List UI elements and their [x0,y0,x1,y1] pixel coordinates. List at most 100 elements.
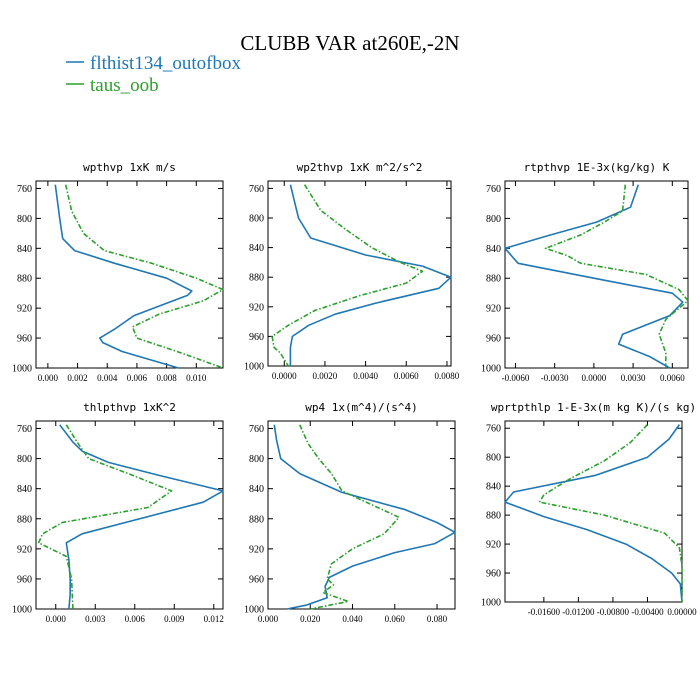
series-line-flthist [59,424,224,610]
panel-frame [504,420,683,603]
x-tick-label: 0.009 [164,614,185,624]
x-tick-label: 0.020 [300,614,321,624]
y-tick-label: 920 [486,540,501,551]
panel-frame [267,420,456,610]
series-line-taus [544,184,689,368]
figure-title: CLUBB VAR at260E,-2N [240,31,459,55]
x-tick-label: -0.0060 [502,373,530,383]
y-tick-label: 920 [486,304,501,315]
y-tick-label: 800 [249,214,264,225]
y-tick-label: 920 [17,544,32,555]
panel-title: wpthvp 1xK m/s [83,161,176,174]
series-line-flthist [504,184,684,369]
panel-title: rtpthvp 1E-3x(kg/kg) K [524,161,670,174]
x-tick-label: 0.00000 [667,607,697,617]
x-tick-label: 0.0060 [394,371,419,381]
y-tick-label: 760 [486,424,501,435]
y-tick-label: 960 [249,574,264,585]
y-tick-label: 800 [249,454,264,465]
panel-4: wp4 1x(m^4)/(s^4)76080084088092096010000… [244,401,456,624]
x-tick-label: 0.0060 [660,373,685,383]
panel-title: wprtpthlp 1-E-3x(m kg K)/(s kg) [491,401,696,414]
x-tick-label: 0.0000 [582,373,607,383]
x-tick-label: 0.006 [127,373,148,383]
x-tick-label: 0.0080 [435,371,460,381]
series-line-taus [64,184,224,369]
panel-1: wp2thvp 1xK m^2/s^2 760 800 840 880 920 960 100… [244,161,460,381]
series-line-flthist [273,424,456,610]
x-tick-label: -0.0030 [541,373,569,383]
series-line-taus [37,424,173,610]
series-line-taus [271,184,424,367]
y-tick-label: 960 [486,569,501,580]
panel-frame [267,180,452,367]
y-tick-label: 920 [249,302,264,313]
legend-label-flthist: flthist134_outofbox [90,53,241,74]
series-line-taus [298,424,400,610]
panel-2: rtpthvp 1E-3x(kg/kg) K 760 800 840 880 920 960… [481,161,689,383]
y-tick-label: 960 [17,334,32,345]
y-tick-label: 960 [17,574,32,585]
y-tick-label: 840 [249,484,264,495]
x-tick-label: 0.003 [85,614,106,624]
x-tick-label: 0.008 [156,373,177,383]
y-tick-label: 880 [249,514,264,525]
y-tick-label: 880 [17,274,32,285]
y-tick-label: 800 [486,214,501,225]
y-tick-label: 800 [17,214,32,225]
y-tick-label: 760 [17,184,32,195]
y-tick-label: 880 [17,514,32,525]
panel-frame [35,180,224,369]
x-tick-label: 0.010 [186,373,207,383]
y-tick-label: 920 [249,544,264,555]
figure-legend: flthist134_outofbox taus_oob [66,53,241,96]
x-tick-label: 0.0040 [353,371,378,381]
x-tick-label: -0.01600 [528,607,561,617]
y-tick-label: 840 [249,243,264,254]
y-tick-label: 1000 [12,605,32,616]
x-tick-label: -0.00400 [631,607,664,617]
y-tick-label: 840 [17,484,32,495]
y-tick-label: 880 [486,511,501,522]
y-tick-label: 760 [486,184,501,195]
x-tick-label: 0.000 [38,373,59,383]
panel-title: thlpthvp 1xK^2 [83,401,176,414]
y-tick-label: 840 [17,244,32,255]
x-tick-label: 0.0030 [621,373,646,383]
y-tick-label: 840 [486,482,501,493]
series-line-flthist [54,184,193,369]
panel-frame [504,180,689,369]
y-tick-label: 1000 [481,364,501,375]
panel-frame [35,420,224,610]
y-tick-label: 960 [249,332,264,343]
series-line-flthist [504,424,683,603]
y-tick-label: 1000 [481,598,501,609]
x-tick-label: 0.004 [97,373,118,383]
panel-title: wp4 1x(m^4)/(s^4) [305,401,418,414]
y-tick-label: 960 [486,334,501,345]
x-tick-label: 0.000 [46,614,67,624]
y-tick-label: 880 [486,274,501,285]
panel-title: wp2thvp 1xK m^2/s^2 [297,161,423,174]
x-tick-label: -0.00800 [597,607,630,617]
y-tick-label: 1000 [244,362,264,373]
panels-group: wpthvp 1xK m/s76080084088092096010000.00… [12,161,697,624]
panel-5: wprtpthlp 1-E-3x(m kg K)/(s kg) 760 800 840… [481,401,697,617]
x-tick-label: 0.012 [204,614,224,624]
y-tick-label: 760 [17,424,32,435]
y-tick-label: 920 [17,304,32,315]
y-tick-label: 1000 [244,605,264,616]
x-tick-label: 0.006 [125,614,146,624]
y-tick-label: 800 [486,453,501,464]
x-tick-label: 0.080 [427,614,448,624]
y-tick-label: 760 [249,184,264,195]
legend-label-taus: taus_oob [90,75,159,96]
x-tick-label: 0.000 [258,614,279,624]
x-tick-label: 0.002 [67,373,87,383]
panel-0: wpthvp 1xK m/s 760 800 840 880 920 960 1000 0.00… [12,161,224,383]
x-tick-label: -0.01200 [562,607,595,617]
x-tick-label: 0.0000 [272,371,297,381]
y-tick-label: 880 [249,273,264,284]
x-tick-label: 0.040 [342,614,363,624]
